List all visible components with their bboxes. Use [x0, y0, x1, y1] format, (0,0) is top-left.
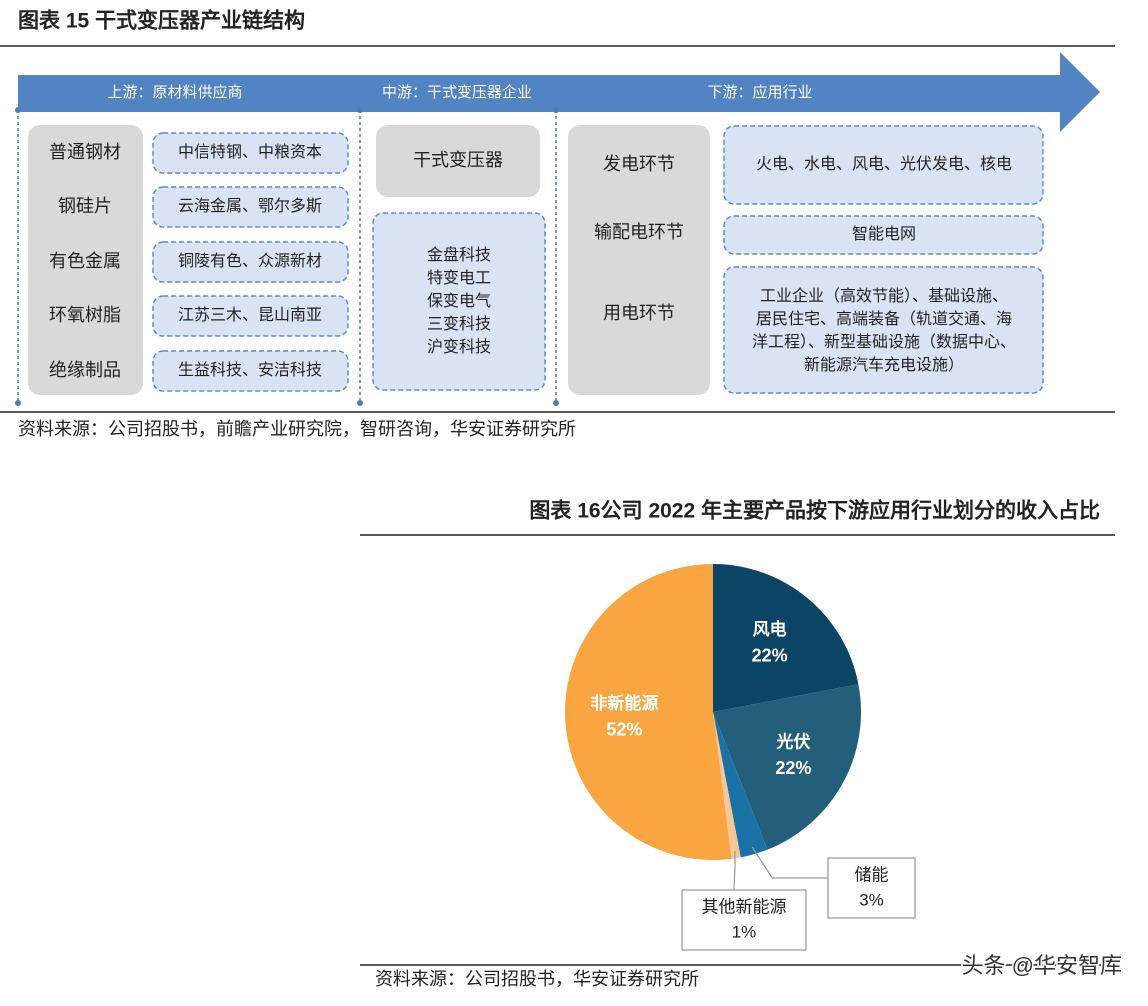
dashed-box: [152, 350, 349, 392]
divider-dot: [15, 400, 21, 406]
material: 钢硅片: [58, 196, 112, 216]
supplier: 中信特钢、中粮资本: [178, 143, 322, 161]
callout-box: [827, 857, 916, 919]
pie-slice: [713, 712, 741, 859]
material: 有色金属: [49, 251, 121, 271]
manufacturer: 金盘科技: [427, 245, 491, 264]
gray-box: [28, 125, 143, 395]
stage-label: 中游：干式变压器企业: [382, 83, 532, 101]
gray-box: [376, 125, 540, 197]
application: 智能电网: [852, 225, 916, 243]
application: 洋工程）、新型基础设施（数据中心、: [752, 333, 1016, 351]
pie-slice: [565, 564, 732, 860]
gray-box: [568, 125, 710, 395]
callout-value: 3%: [859, 890, 884, 909]
supplier: 铜陵有色、众源新材: [178, 252, 322, 270]
slice-value: 22%: [752, 645, 788, 665]
manufacturer: 特变电工: [427, 269, 491, 287]
dashed-box: [723, 125, 1044, 205]
dashed-box: [372, 212, 546, 391]
divider-dot: [357, 400, 363, 406]
callout-label: 其他新能源: [702, 897, 787, 916]
watermark: 头条 @华安智库: [962, 953, 1122, 978]
material: 绝缘制品: [49, 360, 121, 380]
manufacturer: 沪变科技: [427, 338, 491, 356]
pie-slice: [713, 712, 768, 858]
slice-label: 光伏: [775, 732, 810, 752]
application: 居民住宅、高端装备（轨道交通、海: [756, 310, 1012, 328]
callout-box: [681, 889, 807, 951]
segment: 发电环节: [603, 154, 675, 174]
stage-label: 下游：应用行业: [707, 83, 812, 101]
callout-label: 储能: [855, 865, 889, 884]
dashed-box: [152, 186, 349, 228]
pie-slice: [713, 564, 859, 712]
manufacturer: 保变电气: [427, 292, 491, 310]
divider-dot: [357, 107, 363, 113]
dashed-box: [723, 215, 1044, 255]
material: 普通钢材: [49, 142, 121, 162]
material: 环氧树脂: [49, 305, 121, 325]
supplier: 江苏三木、昆山南亚: [178, 306, 322, 324]
arrow: [18, 52, 1100, 132]
callout-value: 1%: [732, 922, 757, 941]
slice-label: 非新能源: [590, 693, 658, 713]
product: 干式变压器: [413, 150, 503, 170]
figure-title: 图表 15 干式变压器产业链结构: [18, 9, 305, 33]
dashed-box: [152, 132, 349, 174]
application: 新能源汽车充电设施）: [804, 356, 964, 374]
source: 资料来源：公司招股书，前瞻产业研究院，智研咨询，华安证券研究所: [18, 419, 576, 439]
divider-dot: [15, 107, 21, 113]
application: 火电、水电、风电、光伏发电、核电: [756, 155, 1012, 173]
dashed-box: [152, 241, 349, 283]
stage-label: 上游：原材料供应商: [107, 83, 242, 101]
dashed-box: [152, 295, 349, 337]
dashed-box: [723, 266, 1044, 394]
pie-slice: [713, 684, 861, 850]
leader-line: [751, 846, 828, 879]
leader-line: [733, 850, 736, 891]
slice-value: 22%: [775, 758, 811, 778]
supplier: 云海金属、鄂尔多斯: [178, 197, 322, 215]
chart-title: 图表 16公司 2022 年主要产品按下游应用行业划分的收入占比: [529, 499, 1100, 523]
application: 工业企业（高效节能）、基础设施、: [760, 287, 1008, 305]
divider-dot: [553, 107, 559, 113]
manufacturer: 三变科技: [427, 315, 491, 333]
slice-value: 52%: [606, 719, 642, 739]
segment: 用电环节: [603, 303, 675, 323]
divider-dot: [553, 400, 559, 406]
slice-label: 风电: [753, 619, 787, 639]
source: 资料来源：公司招股书，华安证券研究所: [375, 969, 699, 989]
segment: 输配电环节: [594, 222, 684, 242]
supplier: 生益科技、安洁科技: [178, 361, 322, 379]
